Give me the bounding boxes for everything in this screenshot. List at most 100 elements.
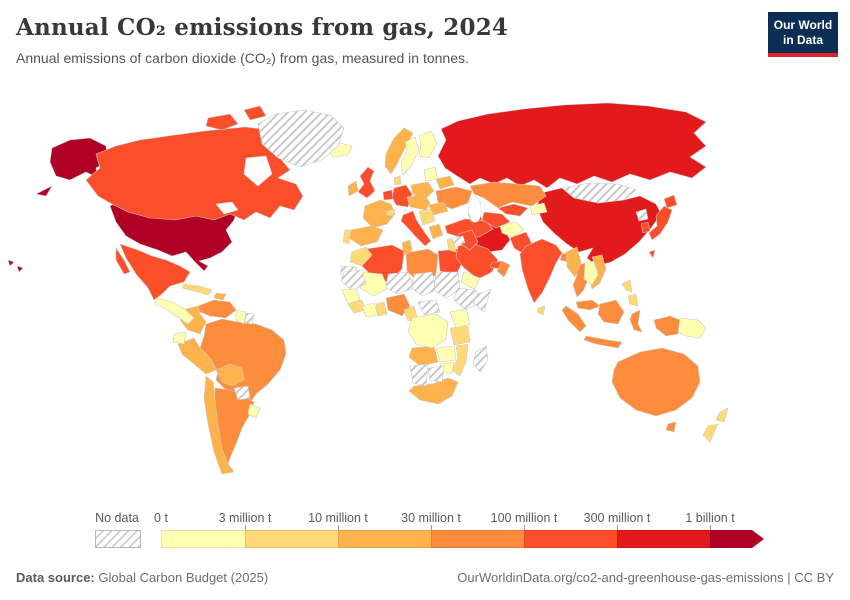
country-central-america[interactable]: Central America	[154, 297, 195, 325]
legend-bin-3-10M[interactable]	[245, 530, 338, 548]
country-kazakhstan[interactable]: Kazakhstan	[469, 181, 547, 209]
country-new-zealand[interactable]: New Zealand	[702, 423, 719, 443]
country-balkans[interactable]: Balkans	[418, 208, 436, 226]
country-mexico[interactable]: Mexico	[115, 247, 131, 275]
country-afghanistan[interactable]: Afghanistan	[499, 221, 525, 238]
country-canada[interactable]: Canada	[243, 105, 267, 121]
country-greenland[interactable]: Greenland	[257, 109, 345, 168]
country-mexico[interactable]: Mexico	[119, 243, 191, 301]
footer-link[interactable]: OurWorldinData.org/co2-and-greenhouse-ga…	[457, 570, 834, 585]
country-ivory-coast[interactable]: Côte d'Ivoire	[361, 302, 379, 318]
country-chad[interactable]: Chad	[411, 271, 437, 297]
country-central-african-republic[interactable]: Central African Republic	[417, 299, 441, 316]
owid-logo[interactable]: Our World in Data	[768, 12, 838, 57]
country-indonesia[interactable]: Indonesia	[583, 335, 623, 349]
country-dominican-republic[interactable]: Dominican Republic	[213, 292, 227, 301]
country-south-africa[interactable]: South Africa	[408, 377, 459, 405]
country-baltics[interactable]: Baltic states	[423, 166, 439, 182]
country-indonesia[interactable]: Indonesia	[653, 315, 681, 337]
country-russia[interactable]: Russia	[437, 102, 707, 189]
country-new-zealand[interactable]: New Zealand	[715, 407, 729, 423]
country-ethiopia[interactable]: Ethiopia	[453, 287, 481, 311]
country-morocco[interactable]: Morocco	[349, 246, 373, 267]
country-united-states[interactable]: United States	[16, 265, 24, 273]
country-norway[interactable]: Norway	[384, 127, 414, 175]
country-ghana[interactable]: Ghana	[375, 301, 388, 317]
country-spain[interactable]: Spain	[348, 225, 384, 247]
country-belarus[interactable]: Belarus	[435, 175, 455, 190]
legend-bin-100-300M[interactable]	[524, 530, 617, 548]
country-suriname[interactable]: Suriname	[244, 312, 255, 325]
country-united-kingdom[interactable]: United Kingdom	[357, 166, 376, 199]
country-sudan[interactable]: Sudan	[433, 271, 461, 299]
country-laos-cambodia[interactable]: Laos / Cambodia	[583, 260, 599, 286]
country-ecuador[interactable]: Ecuador	[172, 331, 187, 345]
country-zambia[interactable]: Zambia	[435, 345, 457, 363]
country-north-korea[interactable]: North Korea	[635, 208, 649, 222]
country-indonesia[interactable]: Indonesia	[629, 309, 643, 333]
country-syria[interactable]: Syria	[451, 235, 466, 246]
legend-bin-1B+[interactable]	[710, 530, 752, 548]
country-tunisia[interactable]: Tunisia	[401, 239, 413, 256]
country-greece[interactable]: Greece	[428, 223, 444, 240]
country-united-states[interactable]: United States	[7, 259, 15, 267]
country-switzerland[interactable]: Switzerland	[385, 208, 396, 217]
country-papua-new-guinea[interactable]: Papua New Guinea	[677, 317, 707, 339]
country-portugal[interactable]: Portugal	[342, 229, 352, 245]
country-east-africa[interactable]: Kenya / Uganda	[449, 308, 471, 329]
country-canada[interactable]: Canada	[85, 126, 304, 221]
country-indonesia[interactable]: Indonesia	[561, 305, 587, 333]
country-sweden[interactable]: Sweden	[400, 136, 420, 176]
country-central-europe[interactable]: Austria / Hungary	[406, 193, 431, 211]
country-bolivia[interactable]: Bolivia	[215, 363, 245, 387]
country-ireland[interactable]: Ireland	[347, 180, 359, 197]
country-taiwan[interactable]: Taiwan	[648, 249, 656, 259]
country-sri-lanka[interactable]: Sri Lanka	[536, 305, 546, 316]
country-philippines[interactable]: Philippines	[627, 293, 639, 307]
country-madagascar[interactable]: Madagascar	[472, 345, 489, 373]
legend-bin-30-100M[interactable]	[431, 530, 524, 548]
country-botswana[interactable]: Botswana	[427, 365, 445, 383]
country-mozambique[interactable]: Mozambique	[451, 343, 469, 377]
country-australia[interactable]: Australia	[611, 347, 701, 417]
country-namibia[interactable]: Namibia	[409, 363, 429, 387]
country-paraguay[interactable]: Paraguay	[233, 385, 251, 401]
country-finland[interactable]: Finland	[418, 130, 438, 159]
country-indonesia[interactable]: Indonesia	[597, 299, 625, 325]
country-mauritania[interactable]: Mauritania	[340, 269, 367, 291]
country-venezuela[interactable]: Venezuela	[197, 299, 237, 319]
country-yemen[interactable]: Yemen	[460, 271, 481, 290]
country-somalia[interactable]: Somalia	[472, 288, 492, 313]
country-south-korea[interactable]: South Korea	[640, 221, 651, 234]
legend-bin-0-3M[interactable]	[161, 530, 245, 548]
legend-bin-10-30M[interactable]	[338, 530, 431, 548]
country-turkey[interactable]: Turkey	[444, 218, 494, 238]
country-myanmar[interactable]: Myanmar	[565, 246, 582, 278]
legend-bin-300M-1B[interactable]	[617, 530, 710, 548]
country-guyana[interactable]: Guyana	[235, 309, 247, 325]
country-canada[interactable]: Canada	[205, 113, 239, 131]
country-denmark[interactable]: Denmark	[393, 175, 402, 186]
country-poland[interactable]: Poland	[410, 181, 435, 199]
country-australia[interactable]: Australia	[665, 421, 677, 433]
country-uzbekistan[interactable]: Uzbekistan	[497, 203, 529, 217]
country-india[interactable]: India	[519, 238, 563, 304]
country-angola[interactable]: Angola	[408, 345, 439, 367]
country-philippines[interactable]: Philippines	[621, 279, 633, 293]
legend-no-data-swatch[interactable]	[95, 530, 141, 548]
country-japan[interactable]: Japan	[663, 194, 678, 209]
country-netherlands[interactable]: Netherlands	[382, 189, 394, 201]
country-kyrgyzstan-tajikistan[interactable]: Kyrgyzstan / Tajikistan	[529, 202, 548, 216]
country-france[interactable]: France	[362, 199, 396, 229]
country-oman[interactable]: Oman	[496, 260, 511, 278]
country-chile[interactable]: Chile	[203, 375, 235, 475]
country-cuba[interactable]: Cuba	[181, 283, 213, 296]
country-italy[interactable]: Italy	[400, 210, 432, 247]
country-niger[interactable]: Niger	[385, 271, 415, 295]
country-malaysia[interactable]: Malaysia	[575, 299, 601, 311]
country-drc[interactable]: Democratic Republic of Congo	[407, 313, 449, 349]
country-saudi-arabia[interactable]: Saudi Arabia	[455, 242, 499, 280]
country-mongolia[interactable]: Mongolia	[561, 182, 637, 204]
country-tanzania[interactable]: Tanzania	[449, 325, 471, 346]
country-uruguay[interactable]: Uruguay	[247, 403, 261, 419]
